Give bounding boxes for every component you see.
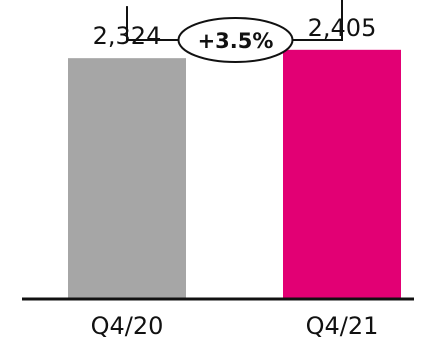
bar-q4-21 <box>283 49 401 298</box>
bar-q4-20 <box>68 58 186 298</box>
percent-change-label: +3.5% <box>198 29 274 53</box>
category-tick-label: Q4/20 <box>91 312 164 340</box>
arrowhead-icon <box>341 0 343 2</box>
category-tick-label: Q4/21 <box>306 312 379 340</box>
annotation-bubble <box>177 17 294 63</box>
bars-layer <box>68 49 401 298</box>
change-annotation: +3.5% <box>126 0 343 63</box>
